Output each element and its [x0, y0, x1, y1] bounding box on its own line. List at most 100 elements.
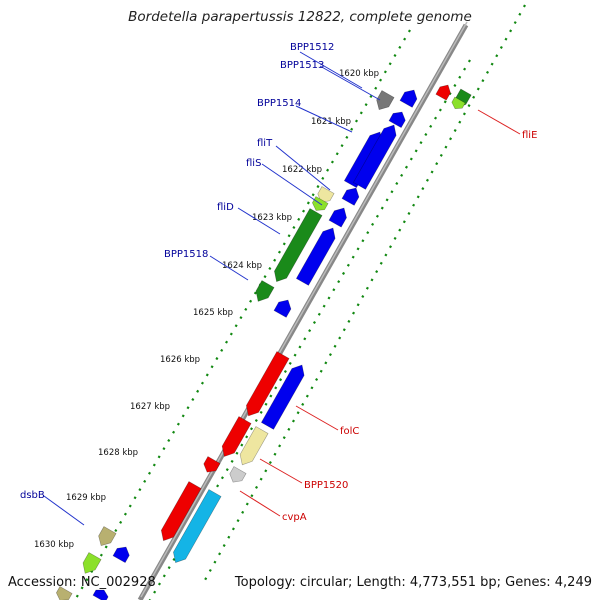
- tick-mark: [225, 468, 229, 472]
- tick-mark: [354, 119, 358, 123]
- gene-olive-2: [56, 586, 73, 600]
- tick-mark: [298, 345, 302, 349]
- tick-mark: [310, 386, 314, 390]
- gene-blue-5: [328, 207, 347, 228]
- tick-mark: [236, 519, 240, 523]
- tick-mark: [268, 266, 272, 270]
- tick-mark: [244, 307, 248, 311]
- tick-mark: [356, 247, 360, 251]
- gene-flit: [317, 186, 335, 203]
- tick-mark: [277, 250, 281, 254]
- tick-mark: [279, 378, 283, 382]
- gene-label-folc: folC: [340, 426, 359, 437]
- gene-lime-far: [451, 96, 466, 110]
- tick-mark: [379, 78, 383, 82]
- tick-mark: [213, 560, 217, 564]
- tick-mark: [249, 427, 254, 431]
- tick-mark: [308, 329, 312, 333]
- tick-mark: [518, 12, 522, 16]
- tick-mark: [369, 94, 373, 98]
- tick-mark: [274, 386, 278, 390]
- tick-mark: [328, 353, 332, 357]
- topology-text: Topology: circular; Length: 4,773,551 bp…: [234, 575, 592, 590]
- tick-mark: [301, 402, 305, 406]
- tick-mark: [291, 419, 295, 423]
- tick-mark: [419, 141, 423, 145]
- tick-mark: [273, 452, 277, 456]
- leader-line: [239, 490, 281, 517]
- tick-mark: [157, 582, 161, 586]
- tick-mark: [153, 590, 157, 594]
- gene-blue-8: [112, 546, 130, 564]
- tick-mark: [167, 438, 171, 442]
- leader-line: [275, 145, 331, 191]
- tick-mark: [504, 37, 508, 41]
- tick-mark: [196, 389, 200, 393]
- tick-mark: [259, 477, 263, 481]
- gene-lime-1: [82, 552, 102, 574]
- tick-mark: [287, 427, 291, 431]
- tick-mark: [229, 332, 233, 336]
- tick-mark: [380, 206, 384, 210]
- tick-mark: [172, 430, 176, 434]
- gene-flid: [274, 208, 323, 282]
- gene-dsbb: [98, 526, 117, 547]
- kbp-label: 1625 kbp: [193, 308, 233, 318]
- tick-mark: [311, 193, 315, 197]
- gene-label-dsbb: dsbB: [20, 490, 45, 501]
- tick-mark: [499, 45, 503, 49]
- tick-mark: [230, 459, 234, 463]
- tick-mark: [114, 529, 118, 533]
- gene-blue-6: [295, 227, 336, 286]
- leader-line: [477, 109, 521, 135]
- tick-mark: [220, 348, 224, 352]
- label-leaders: [43, 51, 521, 526]
- tick-mark: [296, 411, 300, 415]
- tick-mark: [390, 190, 394, 194]
- gene-labels-right: fliE folC BPP1520 cvpA: [282, 130, 537, 523]
- tick-mark: [210, 365, 214, 369]
- tick-mark: [143, 479, 147, 483]
- tick-mark: [278, 444, 282, 448]
- tick-mark: [443, 100, 447, 104]
- tick-mark: [315, 378, 319, 382]
- gene-red-4: [160, 481, 202, 542]
- tick-mark: [312, 320, 316, 324]
- tick-mark: [438, 108, 442, 112]
- tick-mark: [269, 394, 273, 398]
- kbp-label: 1622 kbp: [282, 165, 322, 175]
- tick-mark: [231, 527, 235, 531]
- tick-mark: [292, 226, 296, 230]
- tick-mark: [85, 578, 89, 582]
- gene-label-bpp1514: BPP1514: [257, 98, 301, 109]
- tick-mark: [208, 568, 212, 572]
- tick-mark: [393, 54, 397, 58]
- kbp-label: 1620 kbp: [339, 69, 379, 79]
- gene-label-flid: fliD: [217, 202, 234, 213]
- leader-line: [237, 207, 281, 235]
- tick-mark: [218, 552, 222, 556]
- tick-mark: [490, 62, 494, 66]
- gene-blue-2: [388, 111, 406, 129]
- tick-mark: [204, 577, 208, 581]
- tick-mark: [333, 344, 337, 348]
- tick-mark: [249, 299, 253, 303]
- tick-mark: [371, 222, 375, 226]
- gene-red-3: [203, 456, 221, 473]
- tick-mark: [80, 586, 84, 590]
- tick-mark: [283, 370, 287, 374]
- tick-mark: [429, 124, 433, 128]
- tick-mark: [176, 422, 180, 426]
- tick-mark: [462, 112, 466, 116]
- gene-label-flie: fliE: [522, 130, 537, 141]
- tick-mark: [424, 132, 428, 137]
- tick-mark: [240, 443, 244, 447]
- tick-mark: [241, 510, 245, 514]
- tick-mark: [282, 242, 286, 246]
- leader-line: [259, 458, 303, 484]
- tick-mark: [404, 165, 408, 169]
- tick-mark: [361, 239, 365, 243]
- tick-mark: [375, 270, 379, 274]
- tick-mark: [222, 544, 226, 548]
- leader-line: [209, 255, 249, 281]
